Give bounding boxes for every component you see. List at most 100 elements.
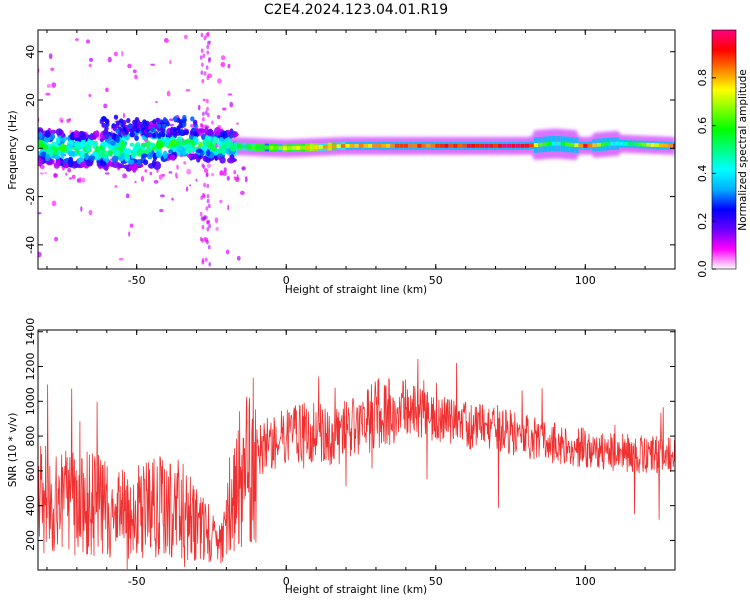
spectrogram-streak: [206, 220, 209, 225]
spectrogram-noise: [183, 34, 188, 39]
spectrogram-blob: [41, 144, 49, 149]
snr-ytick-label: 1400: [24, 318, 37, 346]
spectrogram-noise: [236, 255, 241, 261]
spectrogram-noise: [51, 200, 57, 207]
spectrogram-ridge-core: [515, 143, 521, 148]
spectrogram-noise: [233, 170, 237, 175]
spectrogram-noise: [159, 208, 164, 213]
spectrogram-noise: [54, 236, 59, 242]
spectrogram-ytick-label: 20: [24, 93, 37, 107]
spectrogram-blob: [60, 150, 65, 160]
spectrogram-ridge-core: [592, 143, 597, 148]
spectrogram-streak: [207, 40, 210, 46]
snr-xtick-label: 50: [429, 575, 443, 588]
snr-ytick-label: 1000: [24, 387, 37, 415]
spectrogram-noise: [122, 112, 125, 119]
colorbar-gradient: [712, 30, 736, 269]
colorbar-tick-label: 0.0: [696, 260, 709, 278]
spectrogram-ridge-core: [538, 142, 543, 147]
spectrogram-blob-upper: [119, 118, 124, 124]
spectrogram-ridge-core: [269, 145, 274, 150]
spectrogram-ridge-core: [587, 143, 592, 148]
spectrogram-blob: [44, 153, 51, 162]
spectrogram-noise: [168, 118, 174, 122]
spectrogram-ridge-core: [264, 145, 269, 150]
spectrogram-streak: [202, 194, 206, 199]
spectrogram-streak: [206, 227, 210, 232]
spectrogram-blob: [55, 157, 61, 166]
spectrogram-ridge-core: [650, 143, 655, 147]
spectrogram-ridge-core: [287, 146, 292, 151]
spectrogram-blob-upper: [172, 116, 178, 122]
spectrogram-blob-upper: [122, 126, 127, 132]
spectrogram-ylabel: Frequency (Hz): [7, 110, 19, 189]
spectrogram-noise: [185, 88, 191, 92]
spectrogram-blob: [135, 141, 141, 148]
spectrogram-blob: [101, 141, 109, 148]
spectrogram-blob: [181, 147, 186, 157]
spectrogram-noise: [236, 122, 239, 125]
spectrogram-ridge-core: [610, 141, 615, 146]
spectrogram-blob: [206, 149, 211, 157]
spectrogram-streak: [206, 106, 209, 112]
spectrogram-ridge-core: [403, 143, 409, 148]
spectrogram-noise: [118, 257, 124, 261]
spectrogram-noise: [222, 107, 227, 111]
spectrogram-ridge-core: [336, 144, 341, 149]
spectrogram-blob: [84, 141, 90, 151]
spectrogram-ytick-label: 40: [24, 45, 37, 59]
snr-axes: -50 0 50 100 200 400 600 800 1000 1200 1400: [24, 318, 676, 588]
spectrogram-noise: [128, 231, 131, 237]
spectrogram-blob: [131, 164, 137, 173]
spectrogram-streak: [206, 183, 210, 189]
spectrogram-ridge-core: [381, 143, 386, 148]
spectrogram-ridge-core: [623, 141, 628, 146]
spectrogram-streak: [206, 50, 210, 55]
spectrogram-streak: [206, 31, 210, 37]
spectrogram-streak: [205, 172, 209, 178]
spectrogram-ridge-core: [601, 142, 606, 147]
spectrogram-noise: [241, 166, 246, 171]
spectrogram-noise: [183, 161, 187, 165]
spectrogram-streak: [204, 110, 208, 115]
spectrogram-blob-upper: [182, 122, 187, 128]
spectrogram-noise: [68, 177, 72, 180]
spectrogram-noise: [39, 172, 44, 175]
spectrogram-blob: [99, 152, 107, 159]
spectrogram-noise: [67, 167, 72, 173]
spectrogram-blob: [155, 150, 161, 158]
spectrogram-streak: [203, 35, 207, 41]
spectrogram-ridge-core: [489, 143, 494, 148]
spectrogram-blob: [195, 148, 203, 153]
spectrogram-noise: [203, 168, 209, 173]
snr-xtick-label: -50: [128, 575, 146, 588]
spectrogram-noise: [127, 63, 132, 69]
spectrogram-blob-upper: [133, 123, 138, 130]
spectrogram-ridge-core: [632, 142, 637, 147]
spectrogram-ridge-core: [453, 143, 458, 148]
spectrogram-noise: [51, 82, 57, 88]
spectrogram-noise: [149, 171, 153, 176]
spectrogram-blob: [79, 132, 87, 141]
spectrogram-noise: [107, 56, 112, 63]
spectrogram-noise: [132, 69, 137, 74]
spectrogram-blob-upper: [142, 119, 147, 125]
spectrogram-noise: [80, 206, 83, 212]
spectrogram-blob: [74, 140, 81, 150]
spectrogram-noise: [104, 172, 110, 175]
spectrogram-ridge-core: [430, 143, 435, 148]
spectrogram-blob: [169, 154, 176, 161]
spectrogram-streak: [201, 79, 205, 84]
spectrogram-streak: [208, 262, 212, 267]
spectrogram-noise: [226, 176, 230, 181]
spectrogram-blob: [207, 129, 214, 136]
spectrogram-noise: [234, 176, 240, 183]
spectrogram-blob: [127, 159, 135, 165]
spectrogram-ridge-core: [363, 143, 368, 148]
spectrogram-ridge-core: [399, 143, 404, 148]
spectrogram-blob-upper: [165, 121, 170, 127]
spectrogram-noise: [125, 193, 130, 199]
spectrogram-ridge-core: [502, 143, 507, 148]
colorbar-axes: 0.0 0.2 0.4 0.6 0.8: [696, 29, 737, 278]
spectrogram-ridge-core: [493, 143, 498, 148]
